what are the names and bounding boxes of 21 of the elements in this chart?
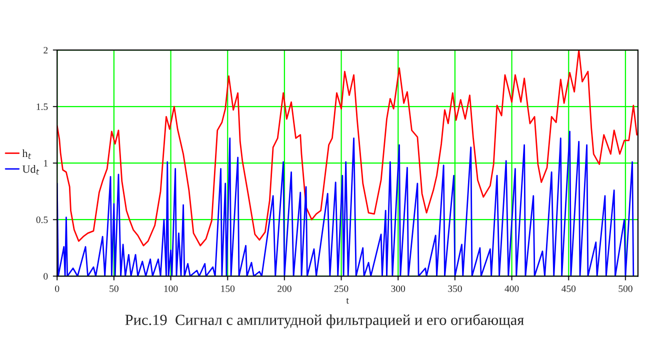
x-tick-label: 100	[164, 285, 178, 292]
x-tick-label: 450	[562, 285, 576, 292]
x-tick-label: 250	[334, 285, 348, 292]
legend-label: Ud$_{t}$	[22, 165, 40, 175]
y-tick-label: 1	[44, 160, 48, 166]
x-tick-label: 500	[618, 285, 632, 292]
x-tick-label: 200	[278, 285, 292, 292]
x-axis-title: t	[346, 298, 349, 304]
x-tick-label: 300	[391, 285, 406, 292]
x-tick-label: 350	[448, 285, 462, 292]
x-tick-label: 0	[55, 285, 60, 292]
text: Рис.19 Сигнал с амплитудной фильтрацией и его огибающая	[125, 314, 524, 328]
y-tick-label: 0.5	[36, 216, 48, 224]
y-tick-label: 1.5	[36, 104, 48, 110]
line-series	[57, 130, 634, 276]
x-tick-label: 150	[221, 285, 235, 292]
y-tick-label: 2	[44, 46, 48, 54]
x-tick-label: 50	[110, 285, 118, 292]
legend-label: h$_{t}$	[22, 149, 32, 159]
x-tick-label: 400	[504, 285, 519, 292]
y-tick-label: 0	[44, 273, 48, 280]
